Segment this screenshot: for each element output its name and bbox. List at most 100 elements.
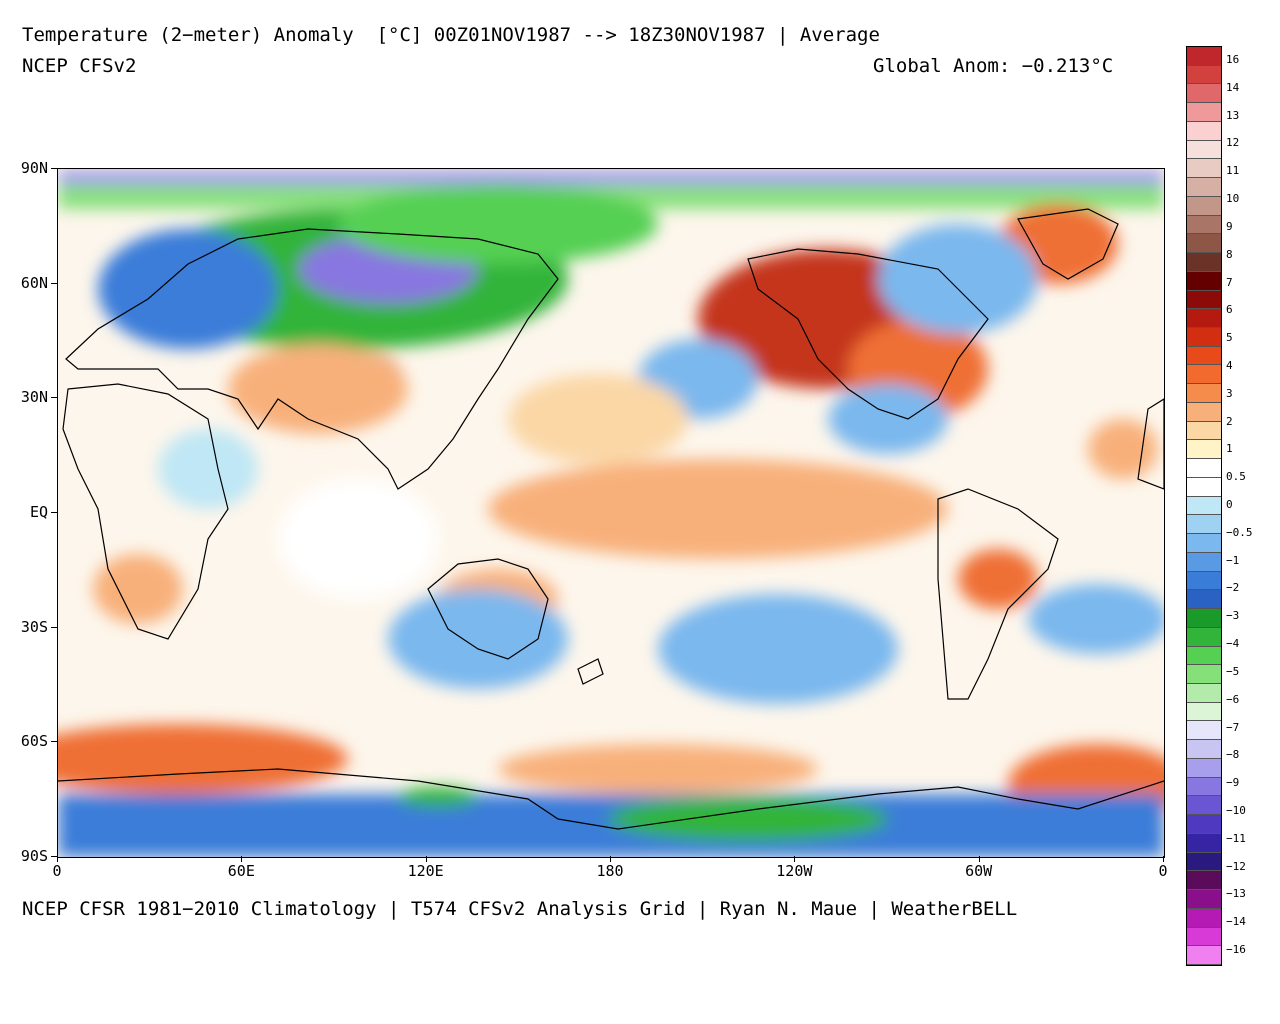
color-scale-swatch [1187, 890, 1221, 909]
anomaly-map-graphic [58, 169, 1164, 857]
color-scale-swatch [1187, 253, 1221, 272]
latitude-tick [51, 741, 57, 743]
color-scale-swatch [1187, 852, 1221, 872]
color-scale-swatch [1187, 103, 1221, 122]
color-scale-swatch [1187, 871, 1221, 891]
model-name: NCEP CFSv2 [22, 55, 137, 77]
latitude-label: EQ [29, 503, 48, 521]
color-scale-swatch [1187, 178, 1221, 197]
latitude-label: 30N [20, 388, 48, 407]
new-zealand-coastline [577, 658, 604, 685]
antarctica-green [608, 797, 888, 841]
color-scale-swatch [1187, 421, 1221, 441]
africa-coastline [62, 383, 229, 640]
color-scale-label: 7 [1226, 275, 1233, 289]
color-scale-swatch [1187, 908, 1221, 928]
color-scale-swatch [1187, 777, 1221, 797]
color-scale-swatch [1187, 384, 1221, 403]
longitude-tick [57, 856, 58, 862]
color-scale-swatch [1187, 833, 1221, 853]
pole-band [58, 169, 1164, 185]
color-scale-swatch [1187, 609, 1221, 628]
greenland-coastline [1017, 208, 1119, 280]
color-scale-swatch [1187, 65, 1221, 85]
color-scale-label: 6 [1226, 303, 1233, 317]
color-scale-label: −0.5 [1226, 525, 1253, 539]
color-scale-swatch [1187, 309, 1221, 329]
color-scale-swatch [1187, 215, 1221, 235]
color-scale-label: 11 [1226, 164, 1240, 178]
antarctica-coastline [58, 768, 1164, 830]
color-scale-swatch [1187, 459, 1221, 478]
color-scale-swatch [1187, 290, 1221, 310]
latitude-label: 60N [20, 273, 48, 292]
color-scale-swatch [1187, 946, 1221, 965]
south-atlantic-cool [1028, 584, 1164, 654]
coastlines [58, 208, 1164, 830]
longitude-tick [794, 856, 796, 862]
longitude-tick [978, 856, 980, 862]
color-scale-label: −1 [1226, 553, 1240, 567]
antarctica-cold [58, 794, 1164, 857]
longitude-label: 180 [596, 862, 624, 880]
color-scale-label: −16 [1226, 943, 1246, 956]
color-scale-swatch [1187, 140, 1221, 160]
color-scale-label: 16 [1226, 53, 1240, 66]
color-scale-legend [1186, 46, 1222, 966]
color-scale-swatch [1187, 496, 1221, 516]
color-scale-swatch [1187, 590, 1221, 610]
global-anomaly-value: Global Anom: −0.213°C [873, 55, 1114, 77]
latitude-tick [51, 282, 57, 284]
color-scale-label: −7 [1226, 720, 1240, 734]
color-scale-swatch [1187, 796, 1221, 816]
color-scale-label: −10 [1226, 803, 1246, 817]
color-scale-swatch [1187, 627, 1221, 647]
color-scale-label: −8 [1226, 748, 1240, 762]
color-scale-label: −5 [1226, 664, 1240, 678]
east-africa-cool [158, 429, 258, 509]
color-scale-label: 5 [1226, 331, 1233, 345]
latitude-label: 90S [20, 847, 48, 865]
color-scale-label: −3 [1226, 609, 1240, 623]
color-scale-swatch [1187, 646, 1221, 666]
color-scale-swatch [1187, 402, 1221, 422]
anomaly-map [57, 168, 1165, 858]
color-scale-label: 14 [1226, 80, 1240, 94]
us-south-cool [828, 384, 948, 454]
color-scale-label: −2 [1226, 581, 1240, 595]
color-scale-swatch [1187, 346, 1221, 366]
longitude-tick [241, 856, 243, 862]
color-scale-label: −9 [1226, 776, 1240, 790]
color-scale-label: 3 [1226, 386, 1233, 400]
color-scale-label: 0 [1226, 498, 1233, 511]
color-scale-swatch [1187, 552, 1221, 572]
color-scale-swatch [1187, 515, 1221, 535]
north-pacific-warm [508, 374, 688, 464]
el-nino-warm [488, 459, 948, 559]
asia-warm [228, 344, 408, 434]
color-scale-swatch [1187, 815, 1221, 834]
color-scale-swatch [1187, 927, 1221, 947]
color-scale-label: −4 [1226, 637, 1240, 651]
color-scale-label: 13 [1226, 108, 1240, 122]
color-scale-swatch [1187, 740, 1221, 759]
longitude-label: 0 [1158, 862, 1168, 880]
australia-coastline [427, 558, 549, 660]
latitude-tick [51, 168, 57, 169]
color-scale-swatch [1187, 121, 1221, 141]
latitude-tick [51, 512, 57, 513]
color-scale-swatch [1187, 721, 1221, 741]
longitude-label: 120W [776, 862, 813, 880]
color-scale-swatch [1187, 84, 1221, 104]
arctic-cold [338, 184, 658, 264]
color-scale-swatch [1187, 47, 1221, 66]
color-scale-label: 12 [1226, 136, 1240, 150]
longitude-label: 60E [227, 862, 255, 880]
south-america-coastline [937, 488, 1059, 700]
color-scale-label: 4 [1226, 358, 1233, 372]
eurasia-coastline [65, 228, 559, 490]
labrador-cool [878, 224, 1038, 334]
latitude-label: 60S [20, 732, 48, 751]
africa-west-coastline [1137, 398, 1164, 490]
color-scale-swatch [1187, 234, 1221, 254]
